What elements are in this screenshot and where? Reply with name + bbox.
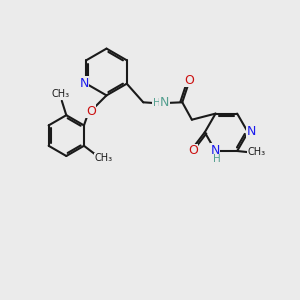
Text: N: N xyxy=(160,96,169,110)
Text: H: H xyxy=(153,98,160,108)
Text: O: O xyxy=(184,74,194,87)
Text: CH₃: CH₃ xyxy=(51,89,69,99)
Text: O: O xyxy=(86,104,96,118)
Text: O: O xyxy=(188,144,198,158)
Text: N: N xyxy=(80,76,89,90)
Text: H: H xyxy=(213,154,221,164)
Text: CH₃: CH₃ xyxy=(248,147,266,157)
Text: N: N xyxy=(210,144,220,157)
Text: N: N xyxy=(246,125,256,138)
Text: CH₃: CH₃ xyxy=(94,153,112,164)
